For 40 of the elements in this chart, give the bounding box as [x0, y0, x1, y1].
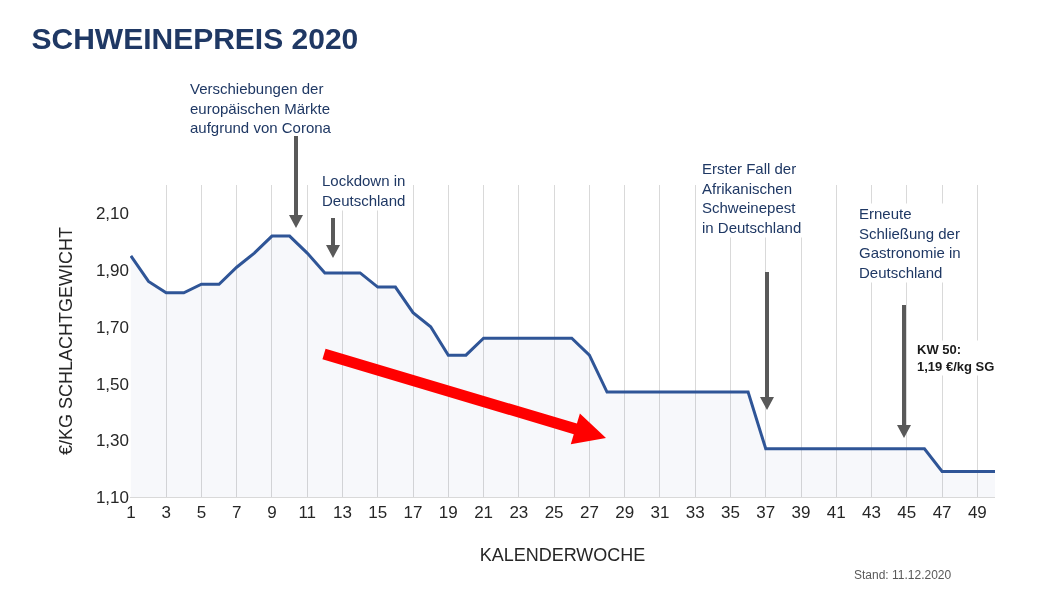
x-tick-label: 43 — [862, 503, 882, 523]
x-tick-label: 9 — [267, 503, 277, 523]
y-tick-label: 1,50 — [95, 374, 129, 394]
annotation: Erneute Schließung der Gastronomie in Deutschland — [859, 205, 961, 281]
x-tick-label: 21 — [474, 503, 494, 523]
annotation: KW 50: 1,19 €/kg SG — [917, 342, 995, 374]
annotation: Erster Fall der Afrikanischen Schweinepest in Deutschland — [702, 160, 802, 236]
x-tick-label: 29 — [615, 503, 635, 523]
annotation: Lockdown in Deutschland — [322, 172, 406, 209]
x-tick-label: 3 — [161, 503, 171, 523]
x-tick-label: 5 — [196, 503, 207, 523]
y-tick-label: 1,90 — [95, 261, 129, 281]
chart-title: SCHWEINEPREIS 2020 — [31, 21, 359, 55]
x-tick-label: 7 — [231, 503, 242, 523]
x-tick-label: 45 — [897, 503, 917, 523]
text: Stand: 11.12.2020 — [854, 568, 952, 582]
x-tick-label: 35 — [721, 503, 740, 523]
x-tick-label: 19 — [438, 503, 458, 523]
y-tick-label: 1,10 — [95, 487, 129, 507]
x-tick-label: 13 — [333, 503, 352, 523]
x-tick-label: 1 — [126, 503, 136, 523]
x-tick-label: 31 — [650, 503, 670, 523]
x-axis-title: KALENDERWOCHE — [479, 545, 646, 565]
x-tick-label: 47 — [932, 503, 952, 523]
x-tick-label: 49 — [967, 503, 987, 523]
x-tick-label: 33 — [685, 503, 705, 523]
x-tick-label: 11 — [298, 503, 317, 523]
text: Verschiebungen der europäischen Märkte aufgrund von Corona — [190, 80, 332, 136]
x-tick-label: 25 — [544, 503, 564, 523]
x-tick-label: 23 — [509, 503, 529, 523]
y-axis-title: €/KG SCHLACHTGEWICHT — [56, 226, 77, 456]
x-tick-label: 41 — [826, 503, 846, 523]
x-tick-label: 27 — [579, 503, 599, 523]
x-tick-label: 15 — [368, 503, 388, 523]
y-tick-label: 2,10 — [95, 204, 129, 224]
x-tick-label: 39 — [791, 503, 811, 523]
x-tick-label: 37 — [756, 503, 776, 523]
x-tick-label: 17 — [403, 503, 423, 523]
y-tick-label: 1,30 — [95, 431, 129, 451]
y-tick-label: 1,70 — [95, 317, 129, 337]
